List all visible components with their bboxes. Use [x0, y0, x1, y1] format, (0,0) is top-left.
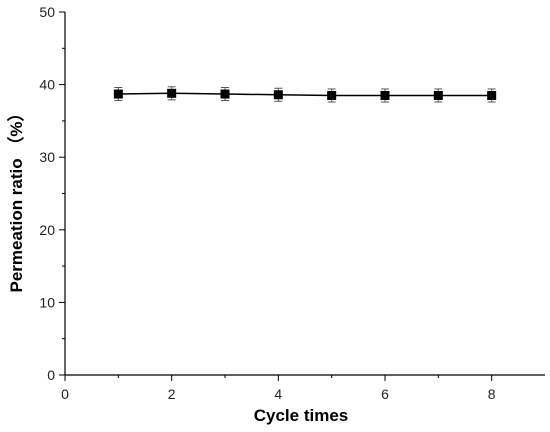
- y-axis-title: Permeation ratio （%）: [6, 105, 26, 293]
- x-tick-label: 4: [274, 386, 282, 402]
- y-tick-label: 30: [39, 149, 55, 165]
- y-tick-label: 40: [39, 77, 55, 93]
- data-point: [273, 90, 283, 100]
- data-point: [220, 89, 230, 99]
- y-tick-label: 50: [39, 4, 55, 20]
- y-tick-label: 20: [39, 222, 55, 238]
- y-tick-label: 0: [47, 367, 55, 383]
- x-axis-title: Cycle times: [254, 406, 349, 425]
- series-line: [118, 92, 492, 97]
- x-tick-label: 6: [381, 386, 389, 402]
- data-point: [167, 88, 177, 98]
- series-layer: [113, 86, 497, 103]
- x-tick-label: 8: [488, 386, 496, 402]
- data-point: [433, 90, 443, 100]
- x-tick-label: 2: [168, 386, 176, 402]
- x-tick-label: 0: [61, 386, 69, 402]
- y-tick-label: 10: [39, 294, 55, 310]
- data-point: [487, 90, 497, 100]
- axes: 0 10 20 30 40 50 0 2 4 6 8: [39, 4, 545, 402]
- data-point: [113, 89, 123, 99]
- data-point: [380, 90, 390, 100]
- data-point: [327, 90, 337, 100]
